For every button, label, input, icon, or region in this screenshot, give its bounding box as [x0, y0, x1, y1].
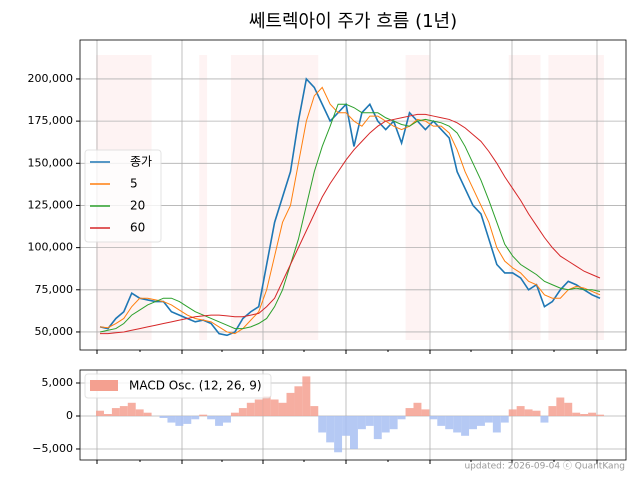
oscillator-bar [500, 415, 509, 423]
y-tick-label: 50,000 [35, 325, 74, 338]
oscillator-bar [469, 415, 477, 430]
oscillator-bar [286, 392, 295, 416]
oscillator-bar [564, 402, 573, 416]
oscillator-bar [357, 415, 366, 430]
oscillator-bar [532, 410, 541, 416]
oscillator-bar [405, 408, 414, 416]
positive-period-band [548, 55, 604, 340]
oscillator-bar [413, 402, 422, 416]
oscillator-bar [254, 399, 263, 416]
oscillator-bar [96, 410, 104, 416]
legend-box [84, 149, 162, 243]
y-tick-label: 200,000 [28, 72, 74, 85]
oscillator-bar [397, 415, 406, 420]
oscillator-bar [556, 397, 565, 416]
oscillator-bar [191, 415, 200, 420]
series-line [99, 77, 601, 337]
oscillator-bar [580, 414, 589, 416]
chart-title: 쎄트렉아이 주가 흐름 (1년) [249, 11, 457, 32]
footer: updated: 2026-09-04 ⓒ QuantKang [464, 461, 625, 472]
oscillator-bar [508, 409, 517, 416]
y-tick-label: 100,000 [28, 241, 74, 254]
y-tick-label: 0 [66, 409, 73, 422]
oscillator-bar [215, 415, 224, 426]
oscillator-bar [103, 414, 112, 416]
legend-swatch [90, 380, 118, 391]
oscillator-bar [484, 415, 493, 423]
oscillator-bar [159, 415, 168, 418]
oscillator-bar [262, 396, 271, 416]
legend-label: MACD Osc. (12, 26, 9) [129, 379, 262, 393]
oscillator-bar [207, 415, 216, 420]
oscillator-bar [540, 415, 549, 423]
legend-label: 5 [130, 177, 138, 191]
positive-period-band [199, 55, 208, 340]
y-tick-label: 75,000 [35, 283, 74, 296]
oscillator-bar [223, 415, 231, 423]
oscillator-bar [516, 406, 525, 416]
series-line [100, 113, 601, 335]
oscillator-bar [373, 415, 382, 440]
oscillator-bar [270, 399, 279, 416]
oscillator-bar [476, 415, 485, 426]
oscillator-bar [437, 415, 446, 426]
oscillator-bar [175, 415, 184, 426]
legend-label: 20 [130, 199, 145, 213]
oscillator-bar [524, 409, 533, 416]
y-tick-label: 5,000 [42, 376, 74, 389]
oscillator-bar [548, 406, 557, 416]
oscillator-bar [135, 409, 144, 416]
positive-period-band [405, 55, 430, 340]
oscillator-bar [310, 406, 319, 416]
oscillator-bar [389, 415, 398, 430]
oscillator-bar [421, 409, 430, 416]
oscillator-bar [167, 415, 176, 423]
y-tick-label: 175,000 [28, 114, 74, 127]
oscillator-bar [588, 412, 597, 416]
background [96, 55, 604, 340]
legend-label: 종가 [130, 155, 152, 169]
oscillator-bar [302, 376, 311, 416]
legend-box [84, 373, 272, 399]
oscillator-bar [342, 415, 350, 436]
y-tick-label: 125,000 [28, 198, 74, 211]
oscillator-bar [127, 402, 136, 416]
oscillator-bar [334, 415, 343, 453]
oscillator-bar [429, 415, 438, 420]
oscillator-bar [326, 415, 335, 443]
oscillator-bar [492, 415, 501, 433]
oscillator-bar [350, 415, 358, 449]
oscillator-bar [365, 415, 374, 426]
oscillator-bar [183, 415, 192, 424]
positive-period-band [508, 55, 541, 340]
oscillator-bar [596, 414, 604, 416]
plot-frame [79, 369, 627, 461]
positive-period-band [230, 55, 319, 340]
oscillator-bar [119, 406, 128, 416]
y-tick-label: 150,000 [28, 156, 74, 169]
oscillator-bar [445, 415, 454, 430]
oscillator-bar [111, 408, 120, 416]
series-line [99, 86, 601, 335]
oscillator-bar [246, 402, 255, 416]
oscillator-bar [278, 402, 287, 416]
legend-label: 60 [130, 221, 145, 235]
oscillator-bar [453, 415, 462, 433]
oscillator-bar [238, 408, 247, 416]
oscillator-bar [230, 412, 239, 416]
oscillator-bar [318, 415, 327, 433]
y-tick-label: −5,000 [32, 442, 73, 455]
oscillator-bar [461, 415, 470, 436]
oscillator-bar [381, 415, 390, 433]
oscillator-bar [199, 414, 208, 416]
oscillator-bar [572, 412, 581, 416]
oscillator-bar [143, 412, 152, 416]
series-line [99, 103, 601, 333]
oscillator-bar [294, 386, 303, 416]
plot-frame [79, 39, 627, 351]
